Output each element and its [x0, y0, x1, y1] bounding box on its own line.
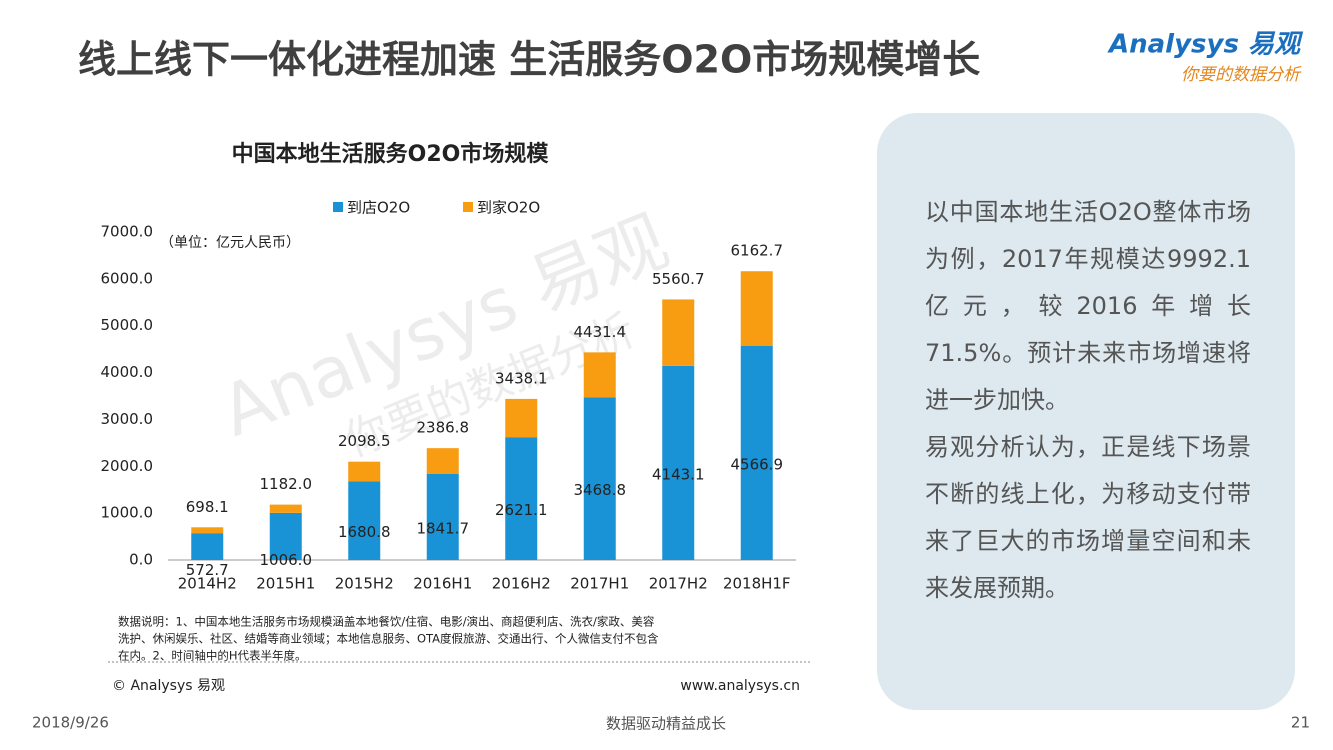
bar-segment — [426, 473, 459, 560]
x-tick-label: 2015H2 — [335, 575, 394, 593]
data-label: 1841.7 — [417, 519, 470, 537]
bar-segment — [662, 365, 695, 560]
copyright: © Analysys 易观 — [112, 678, 225, 694]
x-tick-label: 2017H1 — [570, 575, 629, 593]
total-label: 698.1 — [186, 498, 229, 516]
data-label: 1680.8 — [338, 523, 391, 541]
data-label: 572.7 — [186, 561, 229, 579]
y-tick-label: 0.0 — [129, 551, 153, 569]
total-label: 3438.1 — [495, 369, 548, 387]
bar-segment — [269, 512, 302, 560]
total-label: 6162.7 — [731, 242, 784, 260]
bar-segment — [740, 346, 773, 560]
slide-title: 线上线下一体化进程加速 生活服务O2O市场规模增长 — [78, 38, 980, 82]
chart-title: 中国本地生活服务O2O市场规模 — [232, 141, 550, 167]
data-label: 1006.0 — [260, 551, 313, 569]
bar-segment — [269, 504, 302, 513]
bar-segment — [583, 397, 616, 560]
x-tick-label: 2017H2 — [649, 575, 708, 593]
bar-segment — [505, 437, 538, 560]
bar-segment — [191, 533, 224, 560]
legend-label: 到家O2O — [477, 199, 540, 217]
bar-segment — [662, 299, 695, 366]
paragraph: 以中国本地生活O2O整体市场为例，2017年规模达9992.1亿元，较2016年… — [925, 198, 1251, 414]
paragraph: 易观分析认为，正是线下场景不断的线上化，为移动支付带来了巨大的市场增量空间和未来… — [925, 433, 1251, 602]
y-tick-label: 1000.0 — [101, 504, 154, 522]
y-tick-label: 5000.0 — [101, 316, 154, 334]
y-tick-label: 7000.0 — [101, 223, 154, 241]
logo: Analysys 易观 — [1107, 30, 1304, 60]
legend-swatch — [463, 202, 473, 212]
data-label: 3468.8 — [574, 481, 627, 499]
y-tick-label: 4000.0 — [101, 363, 154, 381]
total-label: 4431.4 — [574, 323, 627, 341]
total-label: 2098.5 — [338, 432, 391, 450]
bar-segment — [583, 352, 616, 398]
note-line: 在内。2、时间轴中的H代表半年度。 — [118, 649, 306, 663]
x-tick-label: 2014H2 — [178, 575, 237, 593]
bar-segment — [426, 448, 459, 474]
data-label: 2621.1 — [495, 501, 548, 519]
bar-segment — [348, 461, 381, 482]
bar-segment — [348, 481, 381, 560]
page-number: 21 — [1291, 714, 1310, 732]
total-label: 5560.7 — [652, 270, 705, 288]
bar-segment — [505, 398, 538, 438]
note-line: 洗护、休闲娱乐、社区、结婚等商业领域；本地信息服务、OTA度假旅游、交通出行、个… — [118, 632, 659, 646]
total-label: 1182.0 — [260, 475, 313, 493]
legend-label: 到店O2O — [347, 199, 410, 217]
logo-sub: 你要的数据分析 — [1181, 65, 1302, 85]
x-tick-label: 2016H2 — [492, 575, 551, 593]
legend-swatch — [333, 202, 343, 212]
total-label: 2386.8 — [417, 419, 470, 437]
summary-panel: 以中国本地生活O2O整体市场为例，2017年规模达9992.1亿元，较2016年… — [877, 113, 1295, 710]
x-tick-label: 2018H1F — [723, 575, 791, 593]
data-label: 4143.1 — [652, 465, 705, 483]
url: www.analysys.cn — [680, 678, 800, 694]
y-tick-label: 3000.0 — [101, 410, 154, 428]
y-tick-label: 6000.0 — [101, 269, 154, 287]
bar-segment — [740, 271, 773, 347]
unit-note: （单位：亿元人民币） — [160, 235, 300, 251]
bar-segment — [191, 527, 224, 534]
y-tick-label: 2000.0 — [101, 457, 154, 475]
note-line: 数据说明：1、中国本地生活服务市场规模涵盖本地餐饮/住宿、电影/演出、商超便利店… — [118, 615, 655, 629]
x-tick-label: 2015H1 — [256, 575, 315, 593]
data-label: 4566.9 — [731, 456, 784, 474]
date: 2018/9/26 — [32, 714, 109, 732]
x-tick-label: 2016H1 — [413, 575, 472, 593]
slogan: 数据驱动精益成长 — [606, 715, 726, 733]
